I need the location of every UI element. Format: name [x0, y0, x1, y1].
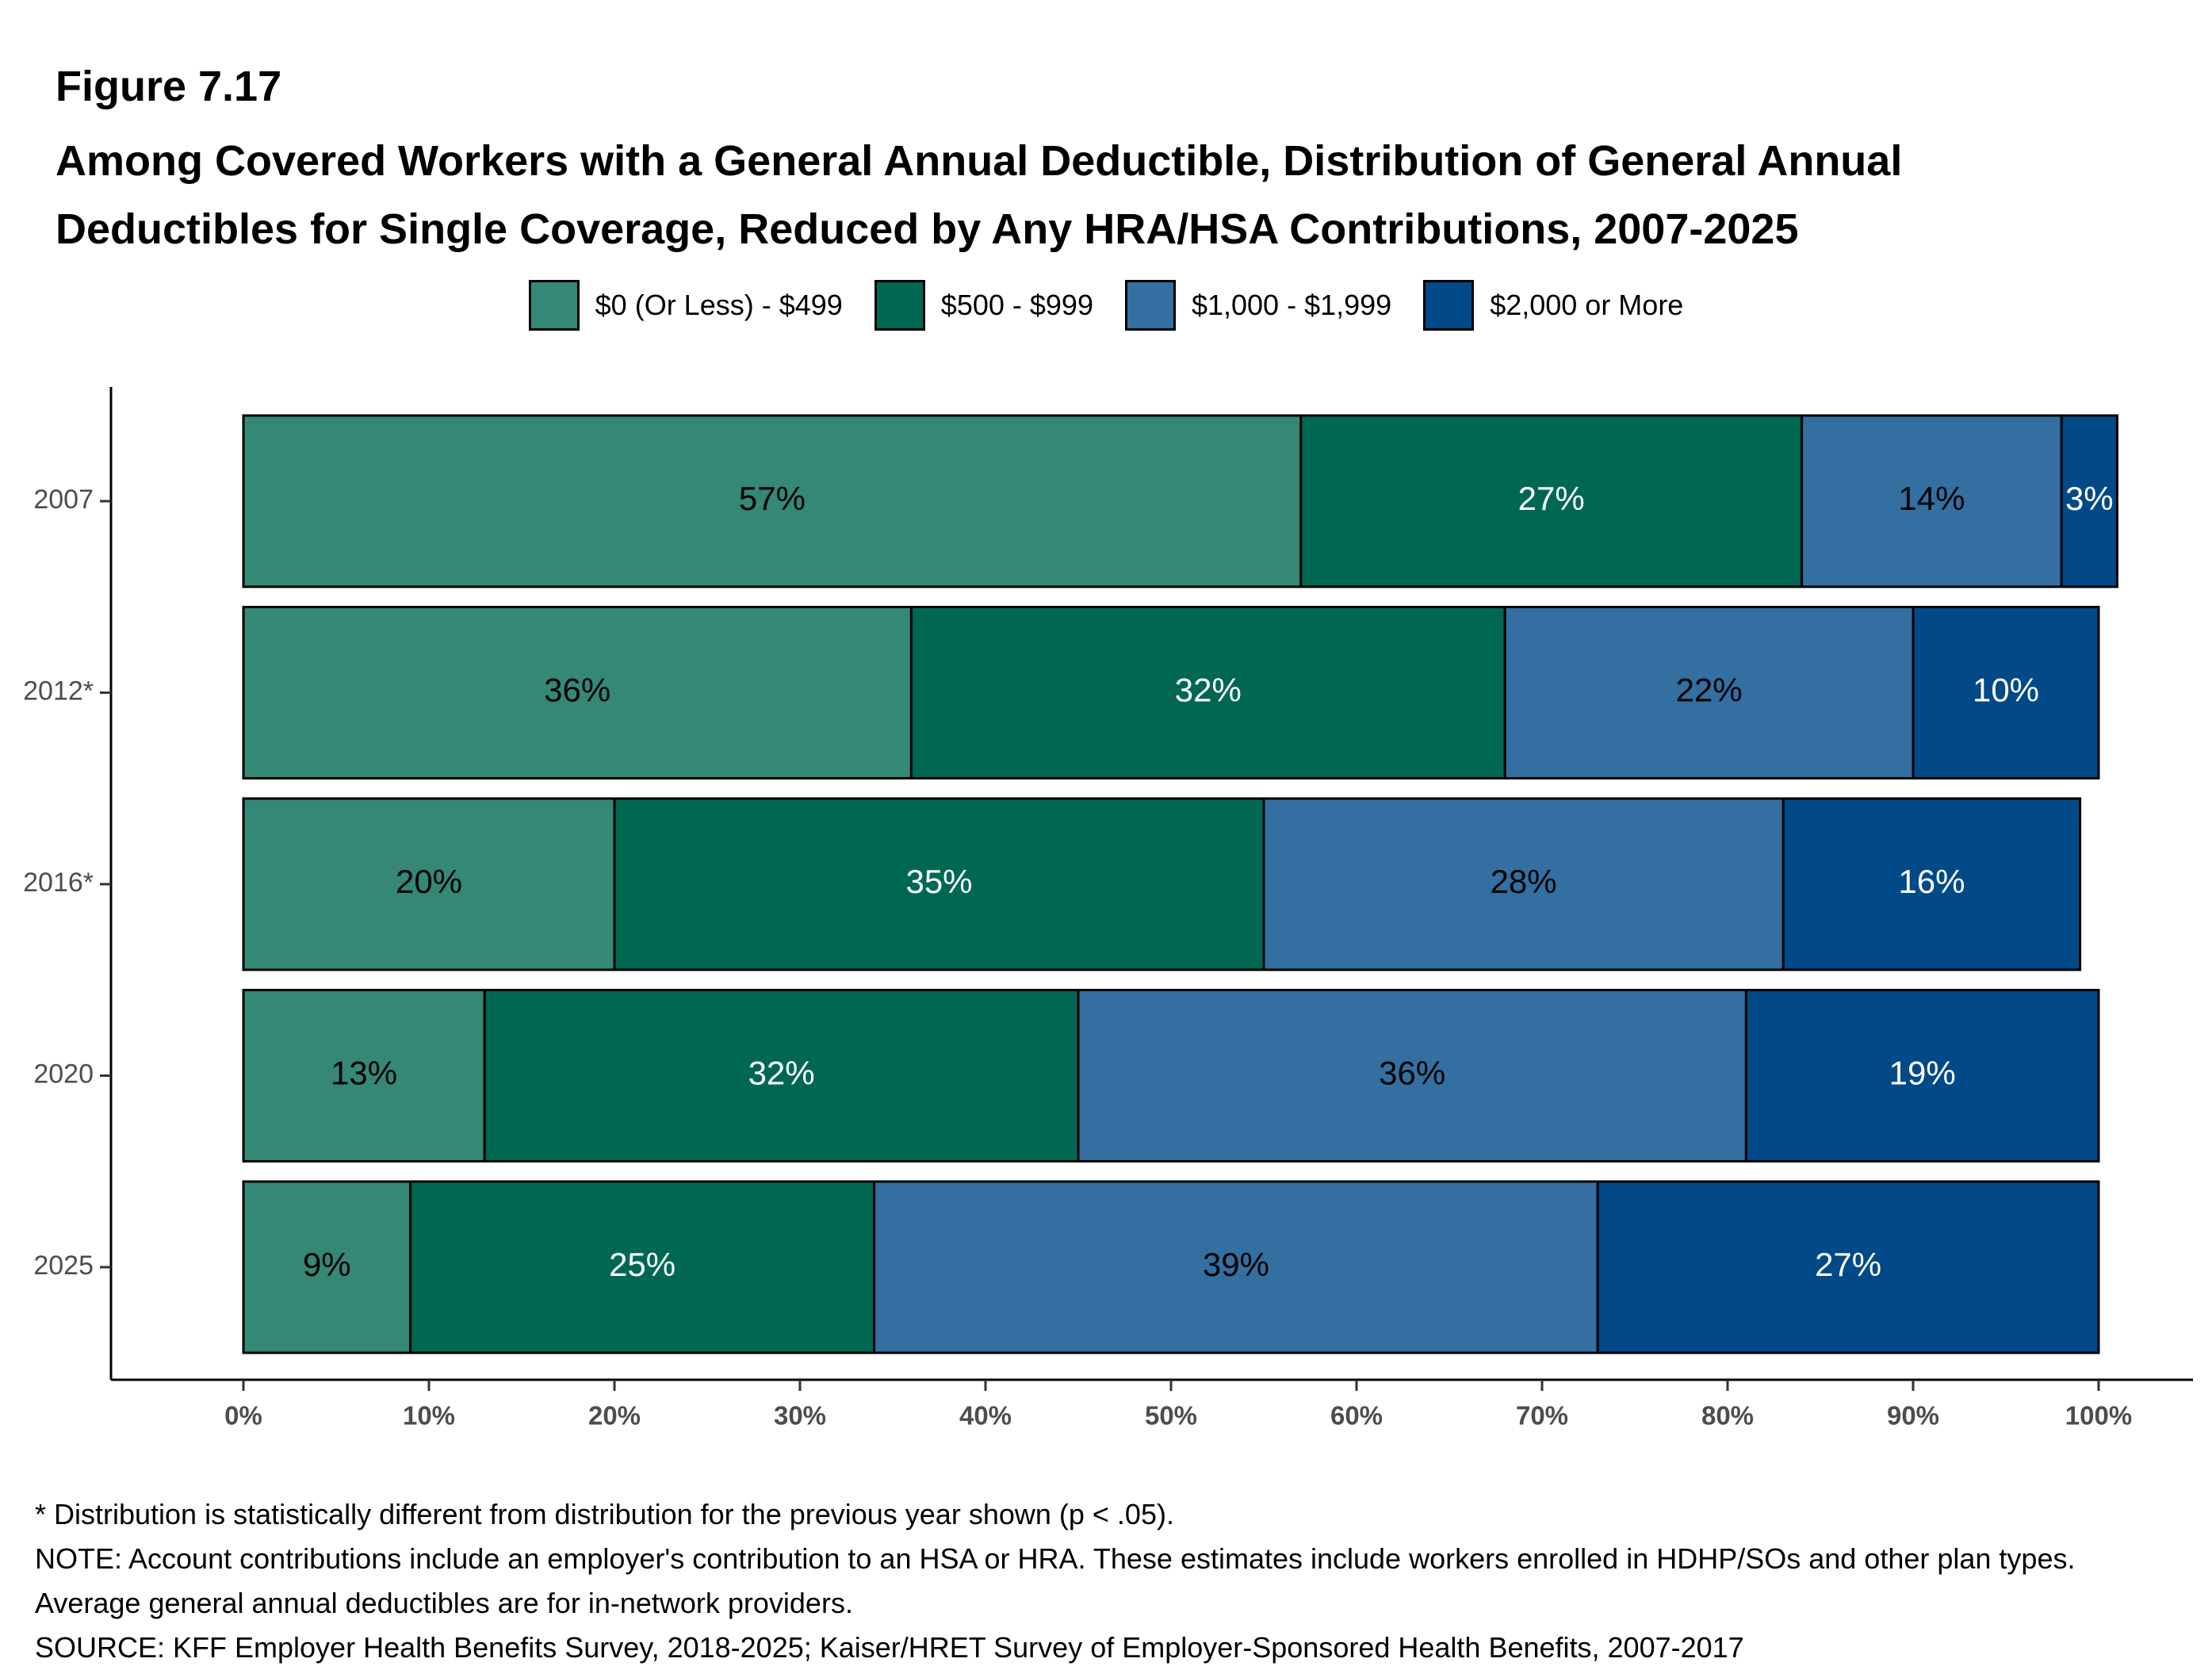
figure-label: Figure 7.17: [55, 63, 282, 110]
bar-segment: [242, 989, 486, 1162]
x-tick-label: 40%: [959, 1401, 1012, 1431]
data-label: 22%: [1676, 672, 1743, 709]
bar-segment: [909, 606, 1506, 779]
note-account-contributions: NOTE: Account contributions include an e…: [35, 1542, 2076, 1619]
data-label: 36%: [1379, 1055, 1445, 1092]
bar-segment: [873, 1180, 1599, 1354]
data-label: 32%: [748, 1055, 815, 1092]
legend-label-1000-1999: $1,000 - $1,999: [1191, 289, 1392, 321]
y-tick-label: 2020: [33, 1059, 94, 1089]
data-label: 9%: [303, 1246, 351, 1283]
bar-segment: [2060, 414, 2118, 588]
x-tick-label: 90%: [1887, 1401, 1939, 1431]
data-label: 28%: [1491, 863, 1557, 900]
data-label: 57%: [739, 480, 806, 517]
y-tick-label: 2007: [33, 485, 94, 515]
x-tick-label: 80%: [1701, 1401, 1754, 1431]
legend-swatch-500-999: [874, 280, 925, 331]
x-tick-label: 60%: [1330, 1401, 1383, 1431]
bar-segment: [242, 606, 913, 779]
bar-segment: [483, 989, 1080, 1162]
note-significance: * Distribution is statistically differen…: [35, 1498, 1174, 1530]
x-tick-label: 30%: [774, 1401, 826, 1431]
bar-segment: [1299, 414, 1804, 588]
data-label: 13%: [331, 1055, 397, 1092]
data-label: 27%: [1815, 1246, 1881, 1283]
bar-segment: [1077, 989, 1747, 1162]
bar-segment: [242, 1180, 412, 1354]
y-tick-label: 2012*: [23, 676, 94, 706]
chart-title: Among Covered Workers with a General Ann…: [55, 137, 1903, 253]
bar-segment: [613, 797, 1265, 971]
data-label: 19%: [1889, 1055, 1956, 1092]
bar-segment: [1912, 606, 2100, 779]
data-label: 3%: [2065, 480, 2114, 517]
data-label: 10%: [1973, 672, 2039, 709]
data-label: 20%: [396, 863, 462, 900]
bar-segment: [1596, 1180, 2100, 1354]
legend-item-500-999: $500 - $999: [874, 280, 1093, 331]
bar-segment: [1781, 797, 2082, 971]
legend-swatch-0-499: [528, 280, 580, 331]
x-tick-label: 0%: [224, 1401, 262, 1431]
x-tick-label: 70%: [1516, 1401, 1568, 1431]
legend-item-2000-plus: $2,000 or More: [1423, 280, 1683, 331]
legend-swatch-2000-plus: [1423, 280, 1475, 331]
x-tick-label: 100%: [2065, 1401, 2132, 1431]
bar-segment: [409, 1180, 876, 1354]
y-tick-label: 2025: [33, 1251, 94, 1281]
stacked-bar-chart: 2007 57% 27% 14% 3% 2012* 36% 32% 22% 10% 2016* 20%…: [23, 387, 2193, 1431]
legend-label-500-999: $500 - $999: [940, 289, 1093, 321]
bar-segment: [1744, 989, 2100, 1162]
chart-legend: $0 (Or Less) - $499 $500 - $999 $1,000 -…: [0, 278, 2212, 333]
data-label: 32%: [1175, 672, 1242, 709]
legend-item-1000-1999: $1,000 - $1,999: [1124, 280, 1392, 331]
data-label: 36%: [544, 672, 610, 709]
legend-item-0-499: $0 (Or Less) - $499: [528, 280, 843, 331]
x-tick-label: 10%: [403, 1401, 455, 1431]
bar-segment: [1262, 797, 1785, 971]
note-source: SOURCE: KFF Employer Health Benefits Sur…: [35, 1631, 1744, 1664]
bar-segment: [1503, 606, 1915, 779]
legend-swatch-1000-1999: [1124, 280, 1176, 331]
data-label: 35%: [905, 863, 972, 900]
data-label: 16%: [1898, 863, 1965, 900]
legend-label-2000-plus: $2,000 or More: [1490, 289, 1684, 321]
y-tick-label: 2016*: [23, 868, 94, 898]
x-tick-label: 50%: [1145, 1401, 1197, 1431]
x-tick-label: 20%: [588, 1401, 641, 1431]
data-label: 39%: [1203, 1246, 1269, 1283]
data-label: 27%: [1518, 480, 1585, 517]
data-label: 25%: [609, 1246, 675, 1283]
legend-label-0-499: $0 (Or Less) - $499: [595, 289, 843, 321]
bar-segment: [1801, 414, 2063, 588]
data-label: 14%: [1898, 480, 1965, 517]
chart-notes: * Distribution is statistically differen…: [35, 1492, 2176, 1670]
bar-segment: [242, 797, 616, 971]
